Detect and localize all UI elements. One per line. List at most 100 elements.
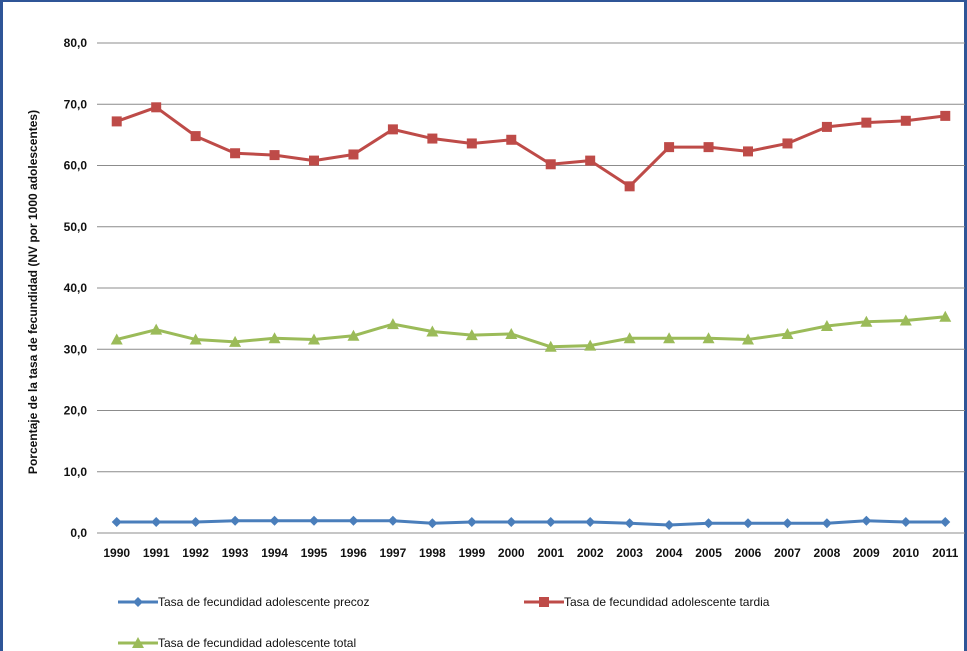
y-tick-label: 30,0 bbox=[64, 342, 88, 356]
data-point bbox=[703, 142, 714, 153]
x-tick-label: 2011 bbox=[932, 546, 958, 560]
legend-label: Tasa de fecundidad adolescente total bbox=[158, 636, 356, 650]
data-point bbox=[427, 518, 438, 529]
x-tick-label: 2009 bbox=[853, 546, 880, 560]
y-tick-label: 10,0 bbox=[64, 465, 88, 479]
data-point bbox=[545, 516, 556, 527]
y-tick-labels: 0,0 10,0 20,0 30,0 40,0 50,0 60,0 70,0 80,0 bbox=[64, 36, 88, 540]
series-line bbox=[116, 105, 946, 188]
data-point bbox=[861, 515, 872, 526]
x-tick-label: 2008 bbox=[814, 546, 841, 560]
data-point bbox=[623, 332, 636, 344]
data-point bbox=[427, 133, 438, 144]
legend-marker bbox=[132, 637, 144, 648]
y-tick-label: 20,0 bbox=[64, 404, 88, 418]
data-point bbox=[110, 333, 123, 345]
data-point bbox=[348, 149, 359, 160]
gridlines bbox=[97, 42, 965, 534]
series-1 bbox=[111, 515, 951, 531]
x-tick-label: 2002 bbox=[577, 546, 604, 560]
data-point bbox=[664, 142, 675, 153]
data-point bbox=[466, 516, 477, 527]
data-point bbox=[348, 515, 359, 526]
legend-item: Tasa de fecundidad adolescente tardia bbox=[524, 595, 770, 609]
data-point bbox=[268, 332, 281, 344]
data-point bbox=[821, 121, 832, 132]
data-point bbox=[111, 116, 122, 127]
series-3 bbox=[110, 310, 952, 352]
data-point bbox=[309, 515, 319, 526]
y-tick-label: 0,0 bbox=[70, 526, 87, 540]
data-point bbox=[743, 146, 753, 157]
y-tick-label: 60,0 bbox=[64, 159, 88, 173]
data-point bbox=[229, 335, 242, 347]
data-point bbox=[387, 124, 398, 135]
data-point bbox=[309, 155, 319, 166]
legend-label: Tasa de fecundidad adolescente tardia bbox=[564, 595, 770, 609]
data-point bbox=[190, 516, 201, 527]
data-point bbox=[940, 110, 951, 121]
data-point bbox=[940, 516, 951, 527]
data-point bbox=[386, 318, 399, 330]
x-tick-label: 1999 bbox=[458, 546, 485, 560]
x-tick-label: 1995 bbox=[301, 546, 328, 560]
x-tick-label: 2006 bbox=[735, 546, 762, 560]
x-tick-label: 2001 bbox=[537, 546, 564, 560]
data-point bbox=[189, 333, 202, 345]
data-point bbox=[190, 131, 201, 142]
data-point bbox=[269, 515, 280, 526]
data-point bbox=[150, 323, 163, 335]
data-point bbox=[426, 325, 439, 337]
x-tick-label: 1992 bbox=[182, 546, 209, 560]
y-axis-label: Porcentaje de la tasa de fecundidad (NV … bbox=[26, 110, 40, 474]
data-point bbox=[664, 520, 675, 531]
x-tick-label: 1993 bbox=[222, 546, 249, 560]
data-point bbox=[584, 339, 597, 351]
data-point bbox=[663, 332, 676, 344]
data-point bbox=[506, 134, 517, 145]
y-tick-label: 80,0 bbox=[64, 36, 88, 50]
x-tick-label: 2005 bbox=[695, 546, 722, 560]
data-point bbox=[781, 327, 794, 339]
data-point bbox=[743, 518, 753, 529]
x-tick-label: 1996 bbox=[340, 546, 367, 560]
data-point bbox=[230, 148, 241, 159]
y-tick-label: 50,0 bbox=[64, 220, 88, 234]
data-point bbox=[585, 516, 596, 527]
x-tick-label: 2003 bbox=[616, 546, 643, 560]
series-lines bbox=[110, 102, 952, 531]
x-tick-label: 2000 bbox=[498, 546, 525, 560]
series-2 bbox=[111, 102, 951, 192]
data-point bbox=[624, 181, 635, 192]
x-tick-label: 2010 bbox=[892, 546, 919, 560]
y-tick-label: 70,0 bbox=[64, 97, 88, 111]
data-point bbox=[151, 102, 162, 113]
legend: Tasa de fecundidad adolescente precoz Tas… bbox=[118, 595, 770, 650]
data-point bbox=[702, 332, 715, 344]
data-point bbox=[900, 115, 911, 126]
data-point bbox=[939, 310, 952, 322]
data-point bbox=[585, 155, 596, 166]
data-point bbox=[900, 516, 911, 527]
data-point bbox=[308, 333, 320, 345]
data-point bbox=[899, 314, 912, 326]
data-point bbox=[624, 518, 635, 529]
data-point bbox=[347, 329, 360, 341]
data-point bbox=[703, 518, 714, 529]
data-point bbox=[742, 333, 754, 345]
data-point bbox=[860, 315, 873, 327]
data-point bbox=[861, 117, 872, 128]
y-tick-label: 40,0 bbox=[64, 281, 88, 295]
x-tick-label: 1994 bbox=[261, 546, 288, 560]
x-tick-label: 1990 bbox=[103, 546, 130, 560]
legend-label: Tasa de fecundidad adolescente precoz bbox=[158, 595, 369, 609]
data-point bbox=[782, 138, 793, 149]
data-point bbox=[269, 150, 280, 161]
x-tick-label: 2007 bbox=[774, 546, 801, 560]
series-line bbox=[116, 519, 946, 527]
data-point bbox=[387, 515, 398, 526]
legend-item: Tasa de fecundidad adolescente total bbox=[118, 636, 356, 650]
legend-marker bbox=[539, 597, 549, 607]
